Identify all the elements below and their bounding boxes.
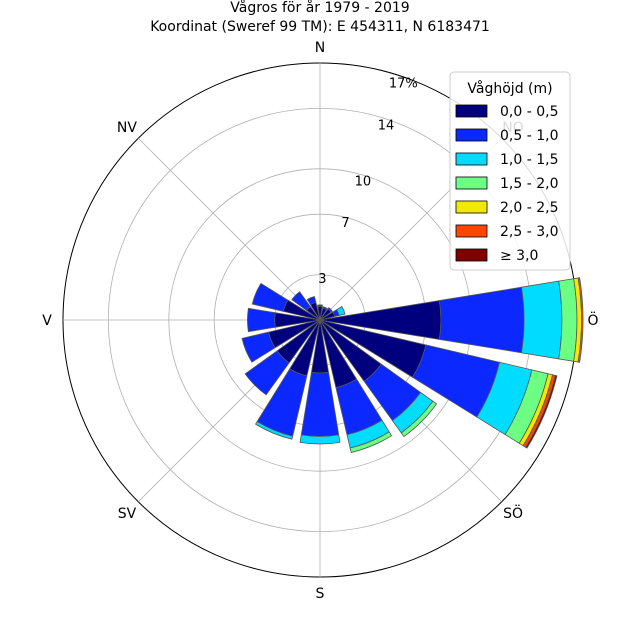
bar-segment-NV-1: [291, 291, 311, 311]
bar-segment-SSV-2: [255, 421, 294, 440]
radial-tick-label: 17%: [389, 77, 418, 92]
legend-box: [449, 71, 571, 271]
bar-segment-S-1: [300, 371, 340, 437]
bar-segment-Ö-2: [520, 280, 563, 360]
bar-segment-Ö-1: [438, 286, 525, 354]
direction-label: Ö: [587, 311, 598, 329]
legend-entry: 0,5 - 1,0: [500, 128, 558, 144]
legend-swatch: [455, 224, 488, 238]
legend-entry: 1,0 - 1,5: [500, 152, 558, 168]
bar-segment-SV-1: [244, 350, 290, 396]
legend-swatch: [455, 128, 488, 142]
legend-entry: 1,5 - 2,0: [500, 176, 558, 192]
legend-title: Våghöjd (m): [467, 80, 552, 97]
bar-segment-SO-3: [400, 400, 438, 438]
grid-spoke: [137, 137, 321, 321]
direction-label: S: [316, 586, 325, 602]
bar-segment-SSO-3: [349, 431, 393, 453]
bar-segment-S-2: [299, 434, 341, 445]
bar-segment-N-1: [317, 304, 323, 308]
legend-entry: ≥ 3,0: [500, 248, 538, 264]
bar-segment-ONO-2: [336, 305, 346, 316]
chart-title-line1: Vågros för år 1979 - 2019: [230, 0, 410, 16]
direction-label: SV: [118, 506, 137, 522]
bar-segment-NNO-1: [322, 306, 328, 311]
direction-label: N: [315, 40, 325, 56]
radial-tick-label: 3: [318, 272, 326, 287]
bar-segment-NNV-1: [306, 295, 317, 306]
radial-tick-label: 7: [341, 216, 349, 231]
bar-segment-NO-1: [327, 307, 333, 313]
bar-segment-VNV-1: [251, 282, 289, 312]
chart-title-line2: Koordinat (Sweref 99 TM): E 454311, N 61…: [150, 19, 490, 35]
bar-segment-VSV-1: [241, 331, 276, 363]
legend-swatch: [455, 248, 488, 262]
radial-tick-label: 10: [355, 174, 372, 189]
legend-swatch: [455, 176, 488, 190]
legend: Våghöjd (m) 0,0 - 0,5 0,5 - 1,0 1,0 - 1,5 1,…: [449, 71, 571, 271]
legend-entry: 2,0 - 2,5: [500, 200, 558, 216]
bar-segment-V-1: [247, 307, 276, 333]
radial-tick-label: 14: [378, 118, 395, 133]
direction-label: NV: [117, 120, 137, 136]
legend-entry: 0,0 - 0,5: [500, 104, 558, 120]
bar-segment-OSO-6: [525, 374, 558, 449]
legend-entry: 2,5 - 3,0: [500, 224, 558, 240]
bar-segment-Ö-5: [577, 277, 584, 363]
direction-label: V: [42, 313, 52, 329]
direction-label: SÖ: [503, 504, 523, 522]
rose-bars: [241, 277, 584, 453]
legend-swatch: [455, 200, 488, 214]
legend-swatch: [455, 152, 488, 166]
legend-swatch: [455, 104, 488, 118]
